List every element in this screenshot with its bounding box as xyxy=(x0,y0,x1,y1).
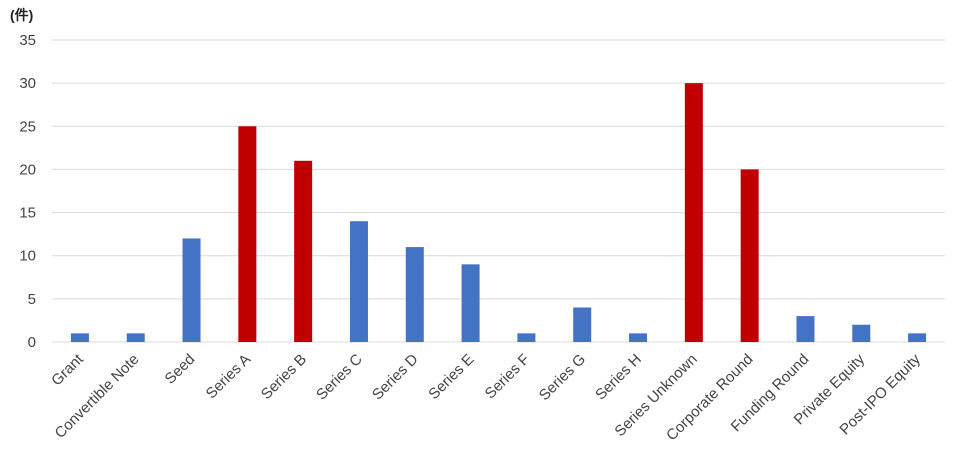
y-tick-label: 25 xyxy=(19,118,36,135)
bars xyxy=(70,83,927,343)
bar-series-e xyxy=(461,264,480,342)
y-tick-label: 30 xyxy=(19,75,36,92)
y-axis-ticks: 0 5 10 15 20 25 30 35 xyxy=(19,32,36,351)
bar-post-ipo-equity xyxy=(908,333,927,342)
bar-funding-round xyxy=(796,316,815,342)
y-tick-label: 20 xyxy=(19,161,36,178)
x-tick-label: Series C xyxy=(313,351,366,404)
x-tick-label: Series F xyxy=(482,351,534,403)
x-tick-label: Grant xyxy=(48,350,87,389)
bar-series-d xyxy=(405,247,424,342)
x-tick-label: Series D xyxy=(369,351,422,404)
bar-seed xyxy=(182,238,201,342)
bar-corporate-round xyxy=(740,169,759,342)
bar-series-g xyxy=(573,307,592,342)
x-tick-label: Seed xyxy=(162,351,199,388)
gridlines xyxy=(52,39,945,343)
bar-series-h xyxy=(629,333,648,342)
bar-series-f xyxy=(517,333,536,342)
bar-grant xyxy=(70,333,89,342)
x-tick-label: Series G xyxy=(536,351,589,404)
bar-series-b xyxy=(294,160,313,342)
y-tick-label: 35 xyxy=(19,32,36,49)
y-unit-label: (件) xyxy=(10,7,33,23)
y-tick-label: 5 xyxy=(28,291,36,308)
x-tick-label: Series B xyxy=(258,351,310,403)
x-tick-label: Series A xyxy=(203,351,255,403)
y-tick-label: 10 xyxy=(19,248,36,265)
bar-private-equity xyxy=(852,324,871,342)
bar-series-c xyxy=(349,221,368,342)
x-tick-label: Series H xyxy=(592,351,645,404)
y-tick-label: 15 xyxy=(19,205,36,222)
bar-series-unknown xyxy=(684,83,703,343)
bar-series-a xyxy=(238,126,257,343)
y-tick-label: 0 xyxy=(28,334,36,351)
bar-convertible-note xyxy=(126,333,145,342)
x-tick-label: Series E xyxy=(425,351,477,403)
